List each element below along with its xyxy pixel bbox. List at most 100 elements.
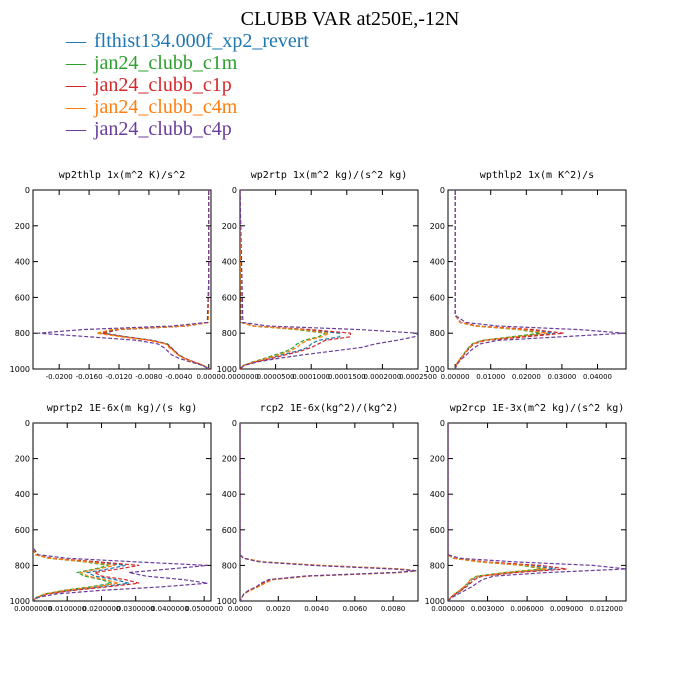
x-tick-label: -0.0080 bbox=[135, 373, 162, 381]
series-line-3 bbox=[240, 190, 332, 369]
x-tick-label: 0.0020 bbox=[266, 605, 291, 613]
y-tick-label: 0 bbox=[25, 186, 30, 195]
y-tick-label: 1000 bbox=[425, 597, 445, 606]
panel-title: wp2thlp 1x(m^2 K)/s^2 bbox=[59, 170, 185, 181]
y-tick-label: 1000 bbox=[217, 365, 237, 374]
y-tick-label: 1000 bbox=[10, 597, 30, 606]
y-tick-label: 800 bbox=[222, 329, 237, 338]
series-line-2 bbox=[448, 423, 567, 601]
legend-label: jan24_clubb_c1p bbox=[94, 74, 232, 96]
x-tick-label: 0.0002000 bbox=[363, 373, 401, 381]
y-tick-label: 600 bbox=[222, 293, 237, 302]
y-tick-label: 400 bbox=[222, 490, 237, 499]
y-tick-label: 1000 bbox=[10, 365, 30, 374]
y-tick-label: 600 bbox=[15, 526, 30, 535]
x-tick-label: -0.0120 bbox=[105, 373, 132, 381]
series-line-0 bbox=[448, 423, 557, 601]
x-tick-label: 0.0000 bbox=[197, 373, 222, 381]
series-line-2 bbox=[454, 190, 564, 369]
panel-title: wp2rtp 1x(m^2 kg)/(s^2 kg) bbox=[251, 170, 408, 181]
series-line-4 bbox=[38, 190, 210, 369]
legend-line-icon: — bbox=[66, 96, 86, 118]
series-line-0 bbox=[240, 423, 417, 601]
series-line-3 bbox=[448, 423, 547, 601]
y-tick-label: 600 bbox=[430, 293, 445, 302]
series-line-1 bbox=[240, 190, 328, 369]
x-tick-label: 0.0001500 bbox=[328, 373, 366, 381]
legend-label: jan24_clubb_c1m bbox=[94, 52, 238, 74]
x-tick-label: 0.0300000 bbox=[117, 605, 155, 613]
x-tick-label: -0.0200 bbox=[46, 373, 73, 381]
figure-title: CLUBB VAR at250E,-12N bbox=[240, 8, 460, 30]
legend-label: flthist134.000f_xp2_revert bbox=[94, 30, 309, 52]
series-line-3 bbox=[96, 190, 210, 369]
plot-frame bbox=[32, 189, 212, 370]
series-line-4 bbox=[454, 190, 625, 369]
x-tick-label: 0.0100000 bbox=[48, 605, 86, 613]
x-tick-label: 0.0000000 bbox=[14, 605, 52, 613]
panel-title: wprtp2 1E-6x(m kg)/(s kg) bbox=[47, 403, 198, 414]
y-tick-label: 400 bbox=[430, 258, 445, 267]
x-tick-label: 0.0080 bbox=[381, 605, 406, 613]
y-tick-label: 200 bbox=[222, 222, 237, 231]
x-tick-label: 0.003000 bbox=[471, 605, 504, 613]
x-tick-label: 0.0000000 bbox=[221, 373, 259, 381]
x-tick-label: -0.0160 bbox=[76, 373, 103, 381]
x-tick-label: 0.0400000 bbox=[151, 605, 189, 613]
series-line-4 bbox=[240, 423, 417, 601]
x-tick-label: 0.000000 bbox=[431, 605, 464, 613]
legend-label: jan24_clubb_c4m bbox=[94, 96, 238, 118]
y-tick-label: 400 bbox=[15, 490, 30, 499]
legend-label: jan24_clubb_c4p bbox=[94, 118, 232, 140]
legend-item-1: — jan24_clubb_c1m bbox=[66, 52, 309, 74]
y-tick-label: 800 bbox=[15, 329, 30, 338]
panel-title: wp2rcp 1E-3x(m^2 kg)/(s^2 kg) bbox=[450, 403, 625, 414]
series-line-2 bbox=[240, 190, 351, 369]
panel-2: wpthlp2 1x(m K^2)/s 0 200 400 600 800 10000.00… bbox=[425, 170, 627, 381]
y-tick-label: 0 bbox=[232, 186, 237, 195]
y-tick-label: 600 bbox=[222, 526, 237, 535]
series-line-3 bbox=[240, 423, 417, 601]
panel-title: wpthlp2 1x(m K^2)/s bbox=[480, 170, 594, 181]
x-tick-label: 0.03000 bbox=[547, 373, 576, 381]
y-tick-label: 200 bbox=[222, 455, 237, 464]
series-line-4 bbox=[33, 423, 208, 601]
x-tick-label: 0.0500000 bbox=[185, 605, 223, 613]
series-line-3 bbox=[33, 423, 119, 601]
y-tick-label: 0 bbox=[440, 419, 445, 428]
panel-0: wp2thlp 1x(m^2 K)/s^2 0 200 400 600 800 1000 -0… bbox=[10, 170, 221, 381]
series-line-4 bbox=[240, 190, 418, 369]
x-tick-label: 0.00000 bbox=[441, 373, 470, 381]
series-line-1 bbox=[33, 423, 112, 601]
y-tick-label: 0 bbox=[232, 419, 237, 428]
legend-line-icon: — bbox=[66, 74, 86, 96]
plot-frame bbox=[447, 422, 627, 602]
panel-5: wp2rcp 1E-3x(m^2 kg)/(s^2 kg) 0 200 400 600 8… bbox=[425, 403, 627, 613]
panel-title: rcp2 1E-6x(kg^2)/(kg^2) bbox=[260, 403, 398, 414]
y-tick-label: 0 bbox=[25, 419, 30, 428]
series-line-1 bbox=[240, 423, 417, 601]
y-tick-label: 200 bbox=[15, 455, 30, 464]
series-line-3 bbox=[454, 190, 548, 369]
y-tick-label: 600 bbox=[15, 293, 30, 302]
y-tick-label: 200 bbox=[430, 455, 445, 464]
legend-item-3: — jan24_clubb_c4m bbox=[66, 96, 309, 118]
x-tick-label: 0.0060 bbox=[343, 605, 368, 613]
legend-item-2: — jan24_clubb_c1p bbox=[66, 74, 309, 96]
x-tick-label: 0.0000500 bbox=[257, 373, 295, 381]
y-tick-label: 400 bbox=[15, 258, 30, 267]
y-tick-label: 1000 bbox=[217, 597, 237, 606]
legend: — flthist134.000f_xp2_revert — jan24_clubb… bbox=[66, 30, 309, 140]
x-tick-label: 0.02000 bbox=[512, 373, 541, 381]
x-tick-label: 0.0200000 bbox=[83, 605, 121, 613]
x-tick-label: 0.04000 bbox=[583, 373, 612, 381]
panel-4: rcp2 1E-6x(kg^2)/(kg^2) 0 200 400 600 800 1000… bbox=[217, 403, 419, 613]
legend-line-icon: — bbox=[66, 118, 86, 140]
y-tick-label: 1000 bbox=[425, 365, 445, 374]
legend-item-0: — flthist134.000f_xp2_revert bbox=[66, 30, 309, 52]
y-tick-label: 800 bbox=[15, 561, 30, 570]
y-tick-label: 400 bbox=[430, 490, 445, 499]
series-line-0 bbox=[240, 190, 341, 369]
x-tick-label: 0.009000 bbox=[550, 605, 583, 613]
series-line-0 bbox=[454, 190, 555, 369]
